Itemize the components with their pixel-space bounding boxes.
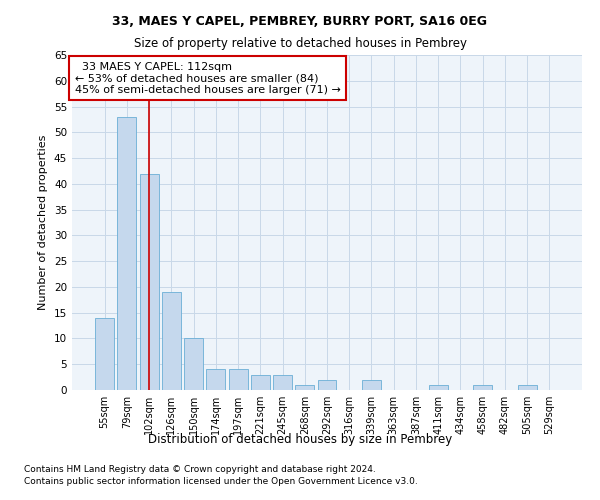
Text: Distribution of detached houses by size in Pembrey: Distribution of detached houses by size … xyxy=(148,432,452,446)
Bar xyxy=(118,117,136,390)
Y-axis label: Number of detached properties: Number of detached properties xyxy=(38,135,49,310)
Bar xyxy=(362,380,381,390)
Text: Size of property relative to detached houses in Pembrey: Size of property relative to detached ho… xyxy=(133,38,467,51)
Text: 33, MAES Y CAPEL, PEMBREY, BURRY PORT, SA16 0EG: 33, MAES Y CAPEL, PEMBREY, BURRY PORT, S… xyxy=(113,15,487,28)
Bar xyxy=(140,174,158,390)
Text: Contains HM Land Registry data © Crown copyright and database right 2024.: Contains HM Land Registry data © Crown c… xyxy=(24,465,376,474)
Bar xyxy=(251,374,270,390)
Bar xyxy=(518,385,536,390)
Bar xyxy=(317,380,337,390)
Bar xyxy=(273,374,292,390)
Bar xyxy=(184,338,203,390)
Bar xyxy=(229,370,248,390)
Bar xyxy=(429,385,448,390)
Bar xyxy=(95,318,114,390)
Text: 33 MAES Y CAPEL: 112sqm
← 53% of detached houses are smaller (84)
45% of semi-de: 33 MAES Y CAPEL: 112sqm ← 53% of detache… xyxy=(74,62,340,95)
Bar xyxy=(162,292,181,390)
Bar xyxy=(206,370,225,390)
Bar xyxy=(295,385,314,390)
Text: Contains public sector information licensed under the Open Government Licence v3: Contains public sector information licen… xyxy=(24,478,418,486)
Bar xyxy=(473,385,492,390)
